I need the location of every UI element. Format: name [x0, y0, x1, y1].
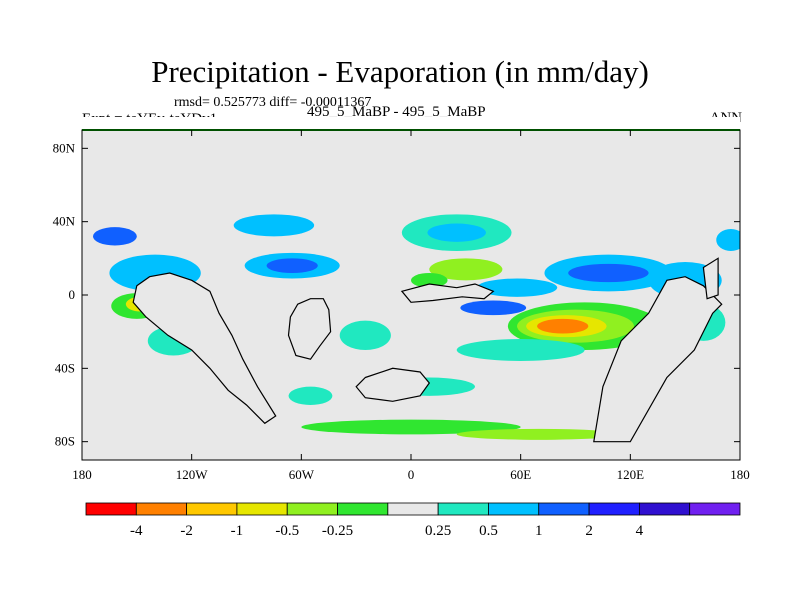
field-patch-12	[233, 214, 315, 237]
colorbar-swatch-7	[437, 502, 489, 516]
continent-east-narrow	[702, 257, 719, 300]
field-patch-24	[301, 419, 521, 435]
field-patch-28	[716, 229, 740, 251]
field-patch-25	[456, 428, 622, 440]
field-patch-21	[288, 386, 333, 406]
field-patch-5	[460, 300, 527, 316]
colorbar-swatch-3	[236, 502, 288, 516]
x-tick-label-3: 0	[408, 467, 415, 482]
field-patch-14	[266, 258, 318, 273]
x-tick-label-5: 120E	[617, 467, 645, 482]
y-tick-label-2: 0	[69, 287, 76, 302]
colorbar-label-2: -1	[231, 523, 244, 539]
continent-outlines	[132, 257, 723, 443]
x-tick-label-4: 60E	[510, 467, 531, 482]
y-tick-label-1: 40N	[53, 214, 76, 229]
field-patch-23	[456, 339, 585, 361]
colorbar-swatch-9	[538, 502, 590, 516]
x-tick-label-1: 120W	[176, 467, 209, 482]
rmsd-diff-label: rmsd= 0.525773 diff= -0.00011367	[174, 95, 372, 110]
colorbar-label-8: 2	[585, 523, 593, 539]
colorbar-label-1: -2	[180, 523, 193, 539]
y-tick-label-3: 40S	[55, 360, 75, 375]
field-patch-3	[537, 318, 589, 334]
x-tick-label-2: 60W	[289, 467, 315, 482]
field-patch-16	[92, 227, 137, 246]
continent-central-island	[287, 298, 332, 360]
colorbar-label-3: -0.5	[275, 523, 299, 539]
colorbar-swatch-1	[135, 502, 188, 516]
colorbar-swatch-8	[488, 502, 540, 516]
case-names-label: 495_5_MaBP - 495_5_MaBP	[307, 104, 486, 120]
field-patch-9	[427, 223, 486, 242]
colorbar-label-7: 1	[535, 523, 543, 539]
colorbar-label-5: 0.25	[425, 523, 451, 539]
colorbar-swatch-0	[85, 502, 137, 516]
chart-title: Precipitation - Evaporation (in mm/day)	[151, 54, 649, 89]
colorbar-swatch-4	[286, 502, 338, 516]
x-tick-label-0: 180	[72, 467, 92, 482]
colorbar: -4 -2 -1 -0.5 -0.25 0.25 0.5 1 2 4	[85, 502, 741, 539]
axis-ticks: 180 120W 60W 0 60E 120E 180 80N 40N 0 40S 80S	[53, 130, 750, 482]
continent-south-america	[132, 272, 277, 425]
field-patch-11	[411, 273, 448, 288]
colorbar-swatch-11	[638, 502, 691, 516]
colorbar-swatch-6	[387, 502, 439, 516]
y-tick-label-4: 80S	[55, 434, 75, 449]
colorbar-swatch-12	[689, 502, 741, 516]
colorbar-swatch-10	[588, 502, 640, 516]
field-patch-20	[339, 320, 391, 351]
colorbar-label-6: 0.5	[479, 523, 498, 539]
colorbar-swatch-2	[186, 502, 238, 516]
continent-east-continent	[593, 276, 723, 443]
colorbar-label-9: 4	[636, 523, 644, 539]
y-tick-label-0: 80N	[53, 140, 76, 155]
field-patch-7	[568, 263, 649, 283]
x-tick-label-6: 180	[730, 467, 750, 482]
field-patch-10	[429, 258, 503, 281]
colorbar-label-0: -4	[130, 523, 143, 539]
colorbar-label-4: -0.25	[322, 523, 353, 539]
field-patch-4	[476, 278, 558, 297]
colorbar-swatch-5	[337, 502, 389, 516]
continent-north-east-landmass	[400, 283, 495, 303]
continent-antarctic-fragment	[355, 367, 431, 402]
